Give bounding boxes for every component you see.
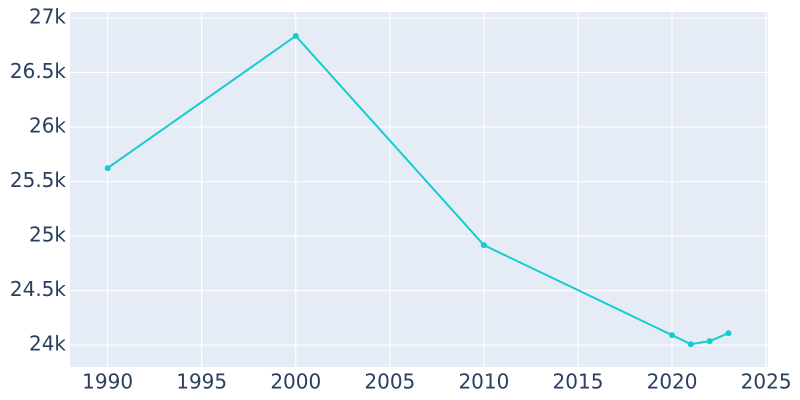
- point: [687, 341, 694, 348]
- y-tick-label: 25k: [29, 223, 66, 247]
- y-tick-label: 26k: [29, 114, 66, 138]
- x-tick-label: 1990: [82, 370, 133, 394]
- point: [104, 165, 111, 172]
- y-tick-label: 27k: [29, 4, 66, 28]
- x-tick-label: 2000: [270, 370, 321, 394]
- x-tick-label: 2015: [553, 370, 604, 394]
- point: [480, 242, 487, 249]
- y-tick-label: 24.5k: [10, 277, 67, 301]
- point: [725, 330, 732, 337]
- x-tick-label: 2020: [647, 370, 698, 394]
- x-tick-label: 2025: [741, 370, 792, 394]
- y-tick-label: 24k: [29, 332, 66, 356]
- x-tick-label: 2005: [364, 370, 415, 394]
- y-tick-label: 26.5k: [10, 59, 67, 83]
- y-tick-label: 25.5k: [10, 168, 67, 192]
- point: [669, 332, 676, 339]
- x-tick-label: 1995: [176, 370, 227, 394]
- point: [292, 32, 299, 39]
- plot-area: [70, 12, 768, 367]
- x-tick-label: 2010: [458, 370, 509, 394]
- point: [706, 338, 713, 345]
